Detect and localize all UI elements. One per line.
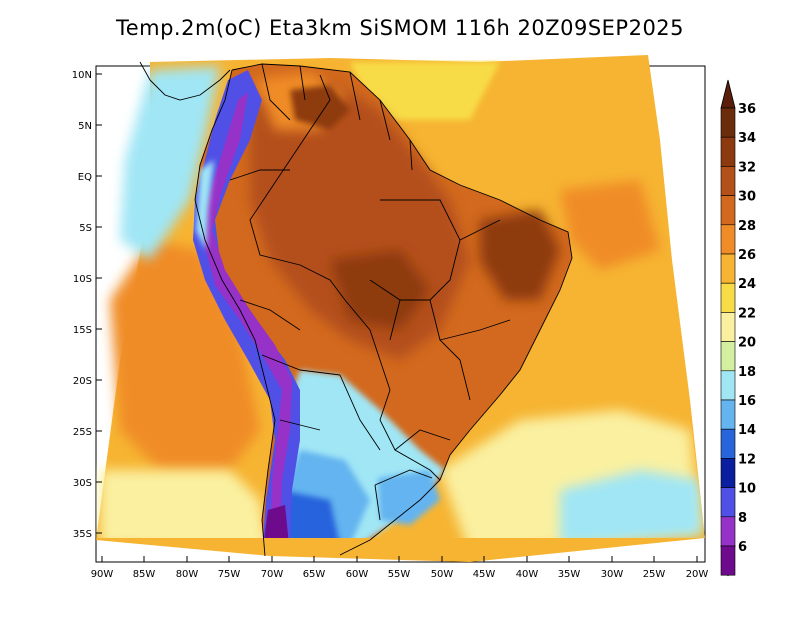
lat-label: 15S [73, 325, 92, 336]
lon-label: 45W [473, 569, 496, 580]
uruguay-border [374, 469, 433, 521]
colorbar-label: 22 [738, 306, 756, 321]
caribbean-yellow [350, 62, 500, 120]
colorbar: 36 34 32 30 28 26 24 22 20 18 16 14 12 10 8 6 [720, 79, 756, 577]
colorbar-swatch [720, 370, 736, 401]
pacific-cool-band [120, 66, 220, 260]
lat-label: 25S [73, 427, 92, 438]
lon-label: 70W [261, 569, 284, 580]
colorbar-label: 10 [738, 482, 756, 497]
colorbar-swatches [720, 107, 736, 576]
colorbar-labels: 36 34 32 30 28 26 24 22 20 18 16 14 12 10 8 6 [738, 102, 756, 555]
lon-label: 50W [431, 569, 454, 580]
andes-light-fringe [196, 160, 214, 250]
colorbar-swatch [720, 253, 736, 284]
lon-label: 20W [686, 569, 709, 580]
country-borders [139, 61, 573, 557]
lon-label: 65W [303, 569, 326, 580]
northeast-hot-core [480, 210, 560, 300]
colorbar-label: 6 [738, 540, 747, 555]
pacific-mild-band [100, 470, 270, 538]
colorbar-label: 20 [738, 336, 756, 351]
colorbar-label: 24 [738, 277, 756, 292]
lon-label: 60W [346, 569, 369, 580]
colorbar-label: 16 [738, 394, 756, 409]
lon-label: 30W [601, 569, 624, 580]
north-hot-spot [290, 85, 350, 130]
lon-label: 90W [91, 569, 114, 580]
southern-andes-deep [262, 505, 290, 538]
map-title: Temp.2m(oC) Eta3km SiSMOM 116h 20Z09SEP2… [115, 16, 685, 40]
colorbar-label: 32 [738, 160, 756, 175]
lon-label: 35W [558, 569, 581, 580]
lon-label: 75W [218, 569, 241, 580]
north-countries-border [261, 63, 413, 171]
lat-label: 20S [73, 376, 92, 387]
temperature-field [96, 55, 705, 562]
colorbar-label: 14 [738, 423, 756, 438]
colorbar-swatch [720, 428, 736, 459]
colorbar-swatch [720, 224, 736, 255]
colorbar-swatch [720, 341, 736, 372]
colorbar-swatch [720, 516, 736, 547]
colorbar-label: 18 [738, 365, 756, 380]
colorbar-swatch [720, 107, 736, 138]
lon-label: 85W [133, 569, 156, 580]
central-america-coast [139, 61, 231, 101]
longitude-labels: 90W 85W 80W 75W 70W 65W 60W 55W 50W 45W … [91, 569, 709, 580]
colorbar-label: 12 [738, 452, 756, 467]
lon-label: 80W [176, 569, 199, 580]
andes-countries-border [229, 169, 381, 451]
lat-label: EQ [78, 172, 92, 183]
atlantic-warm-patch [560, 180, 660, 270]
lat-label: 10N [72, 70, 92, 81]
lon-label: 25W [643, 569, 666, 580]
colorbar-label: 34 [738, 131, 756, 146]
colorbar-swatch [720, 136, 736, 167]
colorbar-swatch [720, 487, 736, 518]
colorbar-label: 8 [738, 511, 747, 526]
south-atlantic-cool [560, 470, 702, 538]
colorbar-label: 30 [738, 190, 756, 205]
colorbar-label: 36 [738, 102, 756, 117]
central-hot-core [330, 250, 430, 330]
colorbar-label: 26 [738, 248, 756, 263]
colorbar-swatch [720, 282, 736, 313]
uruguay-mild [378, 470, 440, 525]
colorbar-swatch [720, 166, 736, 196]
brazil-west-border [249, 74, 441, 481]
colorbar-swatch [720, 458, 736, 488]
lon-label: 40W [516, 569, 539, 580]
latitude-axis [96, 73, 102, 534]
colorbar-swatch [720, 195, 736, 226]
latitude-labels: 10N 5N EQ 5S 10S 15S 20S 25S 30S 35S [72, 70, 92, 540]
colorbar-swatch [720, 545, 736, 576]
longitude-axis [101, 556, 698, 562]
lat-label: 35S [73, 529, 92, 540]
south-america-coastline [194, 63, 573, 557]
lon-label: 55W [388, 569, 411, 580]
colorbar-max-arrow [720, 79, 736, 109]
lat-label: 30S [73, 478, 92, 489]
colorbar-swatch [720, 399, 736, 430]
andes-peaks [203, 92, 292, 538]
lat-label: 10S [73, 274, 92, 285]
colorbar-label: 28 [738, 219, 756, 234]
brazil-states-border [369, 199, 511, 451]
lat-label: 5S [79, 223, 92, 234]
lat-label: 5N [78, 121, 92, 132]
colorbar-swatch [720, 312, 736, 342]
